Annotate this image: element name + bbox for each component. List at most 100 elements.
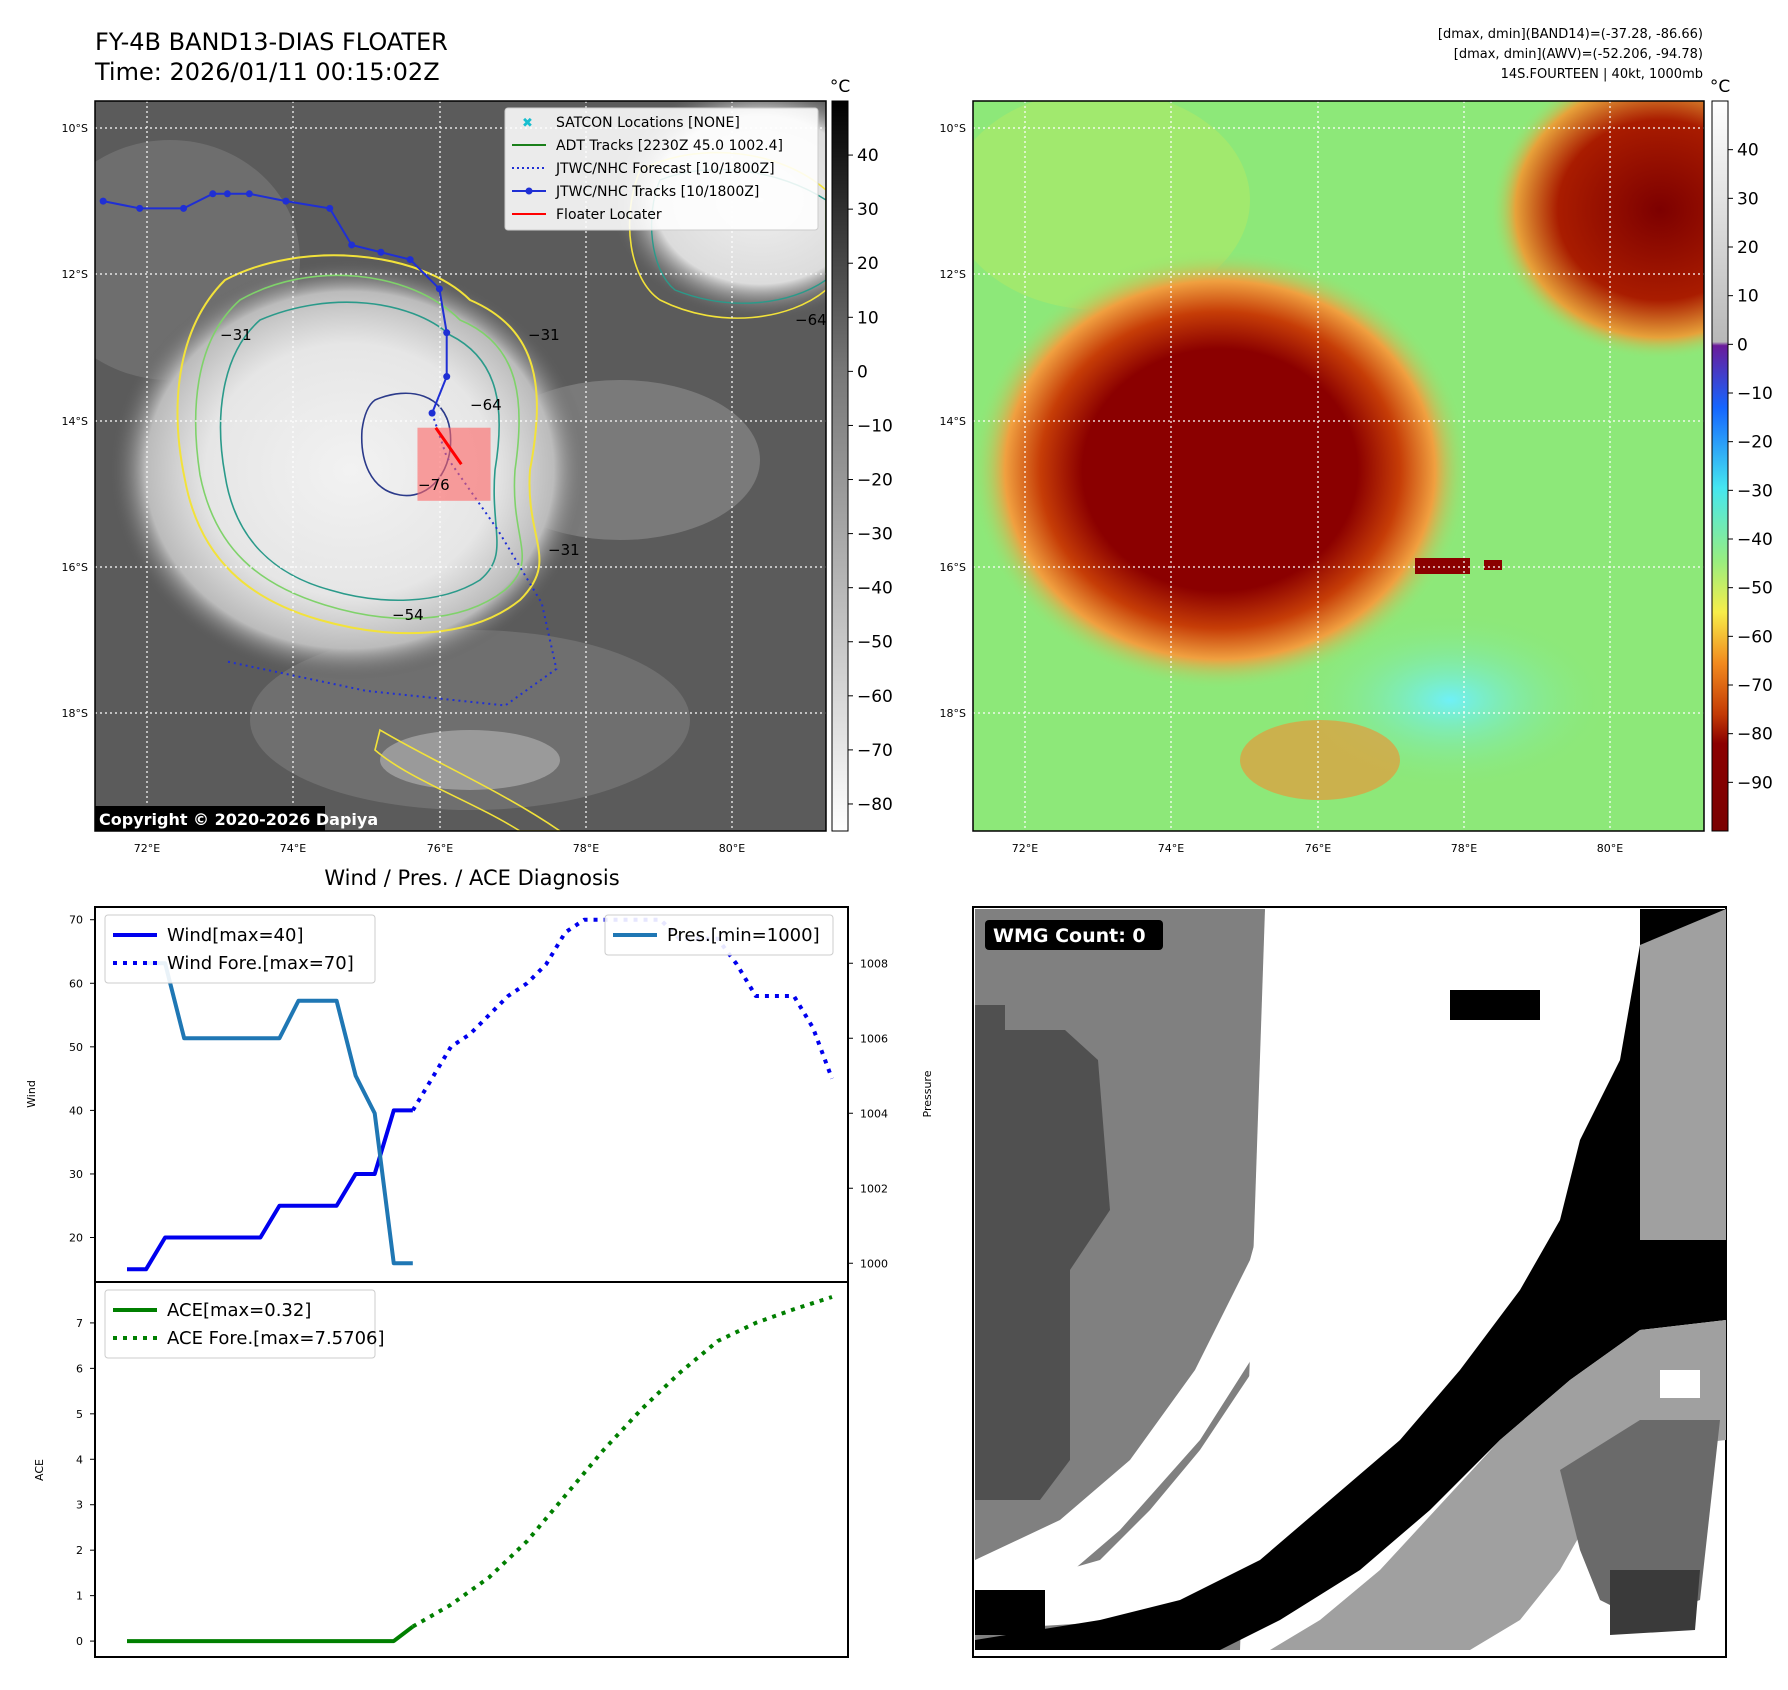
y2-tick-label: 1000: [860, 1257, 888, 1270]
jtwc-track-point: [435, 285, 443, 293]
colorbar-tick-label: −50: [857, 633, 893, 653]
legend-item-label: SATCON Locations [NONE]: [556, 115, 740, 131]
jtwc-track-point: [326, 204, 334, 212]
y2-tick-label: 1002: [860, 1182, 888, 1195]
map-tick-labels: 10°S 10°S 12°S 12°S 14°S 14°S 16°S 16°S 18°S 18°S…: [62, 122, 1624, 855]
lon-label-left: 76°E: [427, 842, 453, 855]
colorbar-tick-label: 0: [1737, 335, 1748, 355]
colorbar-tick-label: 40: [857, 146, 879, 166]
chart-legend-box: [104, 914, 376, 984]
ir-colorbar-ticks: 40 30 20 10 0 −10 −20 −30 −40 −50 −60 −70 −80: [848, 146, 893, 815]
jtwc-track-point: [282, 197, 290, 205]
lon-label-right: 72°E: [1012, 842, 1038, 855]
colorbar-tick-label: −20: [857, 471, 893, 491]
colorbar-tick-label: −10: [857, 416, 893, 436]
lon-label-left: 72°E: [134, 842, 160, 855]
lon-label-left: 80°E: [719, 842, 745, 855]
chart-legend-label: Wind[max=40]: [167, 925, 304, 946]
ir-map-panel: −31 −31 −31 −54 −64 −64 −76 Copyright © 2020-2…: [94, 100, 827, 832]
awv-range-text: [dmax, dmin](AWV)=(-52.206, -94.78): [1454, 47, 1703, 62]
contour-label: −31: [548, 541, 580, 559]
contour-label: −31: [528, 326, 560, 344]
lon-label-left: 78°E: [573, 842, 599, 855]
storm-info-text: 14S.FOURTEEN | 40kt, 1000mb: [1501, 67, 1703, 82]
lat-label-right: 14°S: [940, 415, 966, 428]
y2-tick-label: 1008: [860, 957, 888, 970]
colorbar-tick-label: 0: [857, 362, 868, 382]
y-tick-label: 5: [76, 1408, 83, 1421]
awv-map-gridlines: [973, 101, 1704, 831]
lat-label-right: 12°S: [940, 268, 966, 281]
awv-map-frame: [972, 100, 1705, 832]
awv-colorbar-unit: °C: [1710, 77, 1730, 97]
chart-legend-box: [104, 1289, 376, 1359]
storm-cloud-mass-colored: [973, 250, 1470, 690]
figure-time: Time: 2026/01/11 00:15:02Z: [94, 58, 440, 86]
colorbar-tick-label: −80: [857, 795, 893, 815]
ace-chart: 0 1 2 3 4 5 6 7 ACE[max=0.32] ACE Fore.[max=7.570…: [76, 1289, 833, 1648]
colorbar-tick-label: −70: [1737, 676, 1773, 696]
wmg-count-box: [985, 920, 1163, 950]
chart-legend-label: ACE Fore.[max=7.5706]: [167, 1328, 385, 1349]
colorbar-tick-label: 10: [1737, 287, 1759, 307]
colorbar-tick-label: 30: [857, 200, 879, 220]
contour-label: −76: [418, 476, 450, 494]
y-tick-label: 4: [76, 1453, 83, 1466]
colorbar-tick-label: 20: [857, 254, 879, 274]
jtwc-track-point: [406, 256, 414, 264]
y-tick-label: 1: [76, 1590, 83, 1603]
ir-map-legend: ✖ SATCON Locations [NONE] ADT Tracks [2230…: [504, 107, 819, 231]
wmg-count-text: WMG Count: 0: [993, 925, 1146, 947]
wmg-panel: WMG Count: 0: [972, 906, 1727, 1658]
jtwc-track-point: [99, 197, 107, 205]
y-tick-label: 0: [76, 1635, 83, 1648]
y2-tick-label: 1006: [860, 1032, 888, 1045]
awv-map-panel: [972, 100, 1705, 832]
ir-colorbar-unit: °C: [830, 77, 850, 97]
series-line: [146, 961, 413, 1266]
lat-label-right: 18°S: [940, 707, 966, 720]
contour-label: −31: [220, 326, 252, 344]
band14-range-text: [dmax, dmin](BAND14)=(-37.28, -86.66): [1438, 27, 1703, 42]
floater-box: [417, 427, 491, 501]
colorbar-tick-label: −30: [857, 525, 893, 545]
contour-minus76: [360, 392, 452, 497]
floater-locater-line: [434, 426, 463, 466]
jtwc-track-point: [245, 190, 253, 198]
colorbar-tick-label: 30: [1737, 189, 1759, 209]
jtwc-track-point: [443, 373, 451, 381]
colorbar-tick-label: −60: [1737, 627, 1773, 647]
colorbar-tick-label: 20: [1737, 238, 1759, 258]
y-tick-label: 3: [76, 1499, 83, 1512]
y-tick-label: 40: [69, 1104, 83, 1117]
y-tick-label: 6: [76, 1362, 83, 1375]
colorbar-tick-label: −90: [1737, 773, 1773, 793]
lon-label-right: 78°E: [1451, 842, 1477, 855]
ir-colorbar: [831, 100, 849, 832]
contour-label: −64: [470, 396, 502, 414]
lat-label-left: 12°S: [62, 268, 88, 281]
ir-map-frame: [94, 100, 827, 832]
y-tick-label: 30: [69, 1168, 83, 1181]
legend-item-label: Floater Locater: [556, 207, 662, 223]
y-tick-label: 2: [76, 1544, 83, 1557]
y-tick-label: 70: [69, 914, 83, 927]
ne-cloud-mass-colored: [1490, 101, 1704, 360]
colorbar-tick-label: −40: [1737, 530, 1773, 550]
lat-label-right: 16°S: [940, 561, 966, 574]
series-line: [127, 1624, 415, 1644]
chart-legend-label: Pres.[min=1000]: [667, 925, 820, 946]
pressure-axis-label: Pressure: [921, 1070, 934, 1117]
legend-swatch-marker: [525, 187, 533, 195]
copyright-box: [95, 806, 325, 831]
contour-minus31: [176, 254, 541, 635]
colorbar-tick-label: −50: [1737, 579, 1773, 599]
y-tick-label: 60: [69, 977, 83, 990]
y-tick-label: 50: [69, 1041, 83, 1054]
colorbar-tick-label: −80: [1737, 725, 1773, 745]
figure-title: FY-4B BAND13-DIAS FLOATER: [95, 28, 448, 56]
colorbar-tick-label: −70: [857, 741, 893, 761]
chart-legend-box: [604, 914, 834, 956]
colorbar-tick-label: −60: [857, 687, 893, 707]
